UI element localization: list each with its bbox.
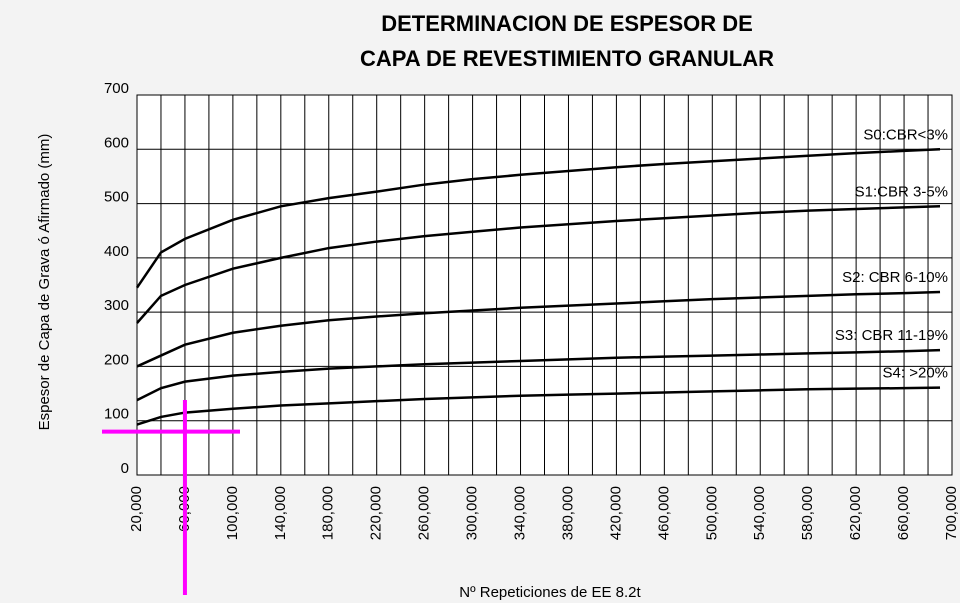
series-label: S2: CBR 6-10% <box>842 269 948 286</box>
x-axis-label: Nº Repeticiones de EE 8.2t <box>459 584 641 601</box>
y-tick-label: 100 <box>104 406 129 423</box>
y-tick-label: 400 <box>104 243 129 260</box>
x-tick-label: 140,000 <box>272 486 289 540</box>
x-tick-label: 340,000 <box>511 486 528 540</box>
x-tick-label: 660,000 <box>895 486 912 540</box>
series-label: S4: >20% <box>883 365 948 382</box>
series-label: S1:CBR 3-5% <box>855 183 948 200</box>
x-tick-label: 300,000 <box>464 486 481 540</box>
x-tick-label: 20,000 <box>128 486 145 532</box>
x-tick-label: 100,000 <box>224 486 241 540</box>
x-tick-label: 260,000 <box>416 486 433 540</box>
y-tick-label: 500 <box>104 189 129 206</box>
x-tick-label: 540,000 <box>751 486 768 540</box>
y-tick-label: 0 <box>121 460 129 477</box>
series-label: S3: CBR 11-19% <box>835 327 948 344</box>
y-axis-label: Espesor de Capa de Grava ó Afirmado (mm) <box>36 134 53 431</box>
x-tick-label: 700,000 <box>943 486 960 540</box>
series-line <box>136 386 941 426</box>
y-tick-label: 600 <box>104 134 129 151</box>
x-tick-label: 380,000 <box>559 486 576 540</box>
x-tick-label: 420,000 <box>607 486 624 540</box>
series-line <box>135 148 941 289</box>
x-tick-label: 500,000 <box>703 486 720 540</box>
series-line <box>136 348 941 402</box>
x-tick-label: 220,000 <box>368 486 385 540</box>
chart-title: DETERMINACION DE ESPESOR DE <box>381 11 753 36</box>
series-line <box>136 290 941 368</box>
y-tick-label: 200 <box>104 351 129 368</box>
x-tick-label: 180,000 <box>320 486 337 540</box>
x-tick-label: 620,000 <box>847 486 864 540</box>
y-tick-label: 700 <box>104 80 129 97</box>
x-tick-label: 580,000 <box>799 486 816 540</box>
chart-title: CAPA DE REVESTIMIENTO GRANULAR <box>360 46 774 71</box>
series-line <box>136 205 941 324</box>
series-label: S0:CBR<3% <box>863 126 948 143</box>
x-tick-label: 460,000 <box>655 486 672 540</box>
y-tick-label: 300 <box>104 297 129 314</box>
